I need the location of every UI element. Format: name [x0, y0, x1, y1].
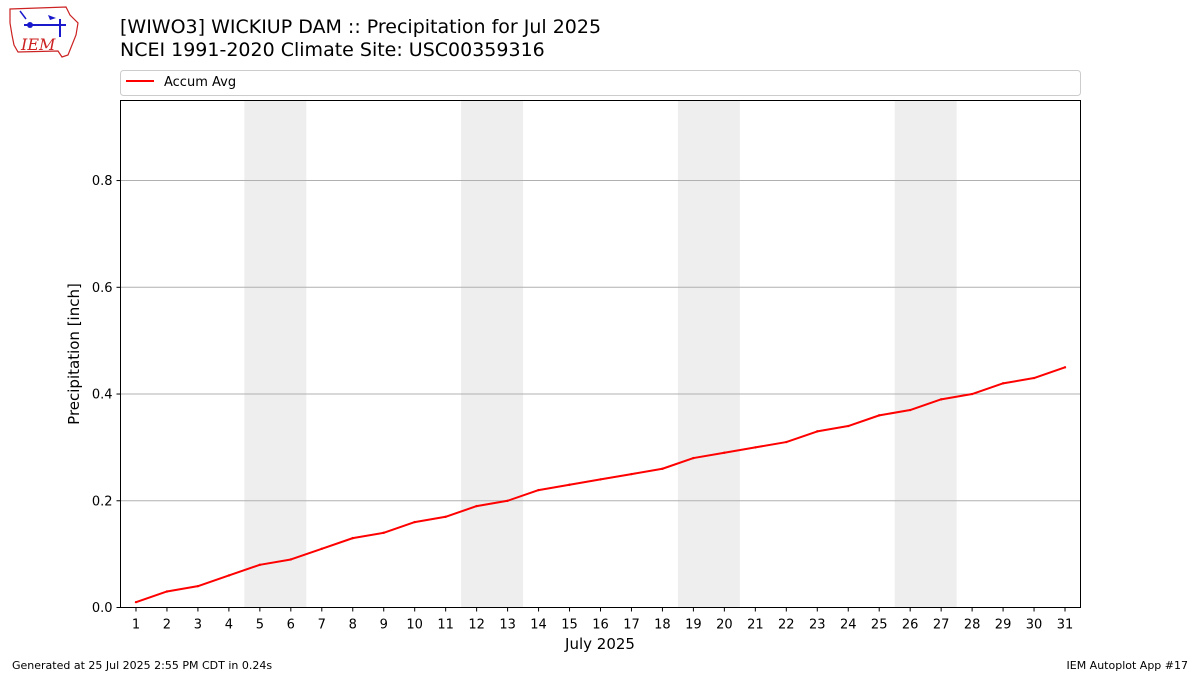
- data-point: [816, 430, 819, 433]
- data-point: [1001, 382, 1005, 385]
- data-point: [723, 451, 726, 454]
- data-point: [1032, 376, 1036, 380]
- legend: Accum Avg: [120, 70, 1081, 96]
- x-tick-label: 18: [654, 618, 671, 633]
- data-point: [939, 398, 943, 401]
- data-point: [537, 488, 540, 492]
- data-point: [630, 472, 633, 476]
- x-tick-label: 1: [132, 618, 140, 633]
- x-tick-label: 5: [256, 618, 264, 633]
- x-axis-label: July 2025: [564, 635, 635, 653]
- data-point: [568, 483, 571, 486]
- data-point: [258, 563, 262, 567]
- x-tick-label: 26: [902, 618, 919, 633]
- data-point: [196, 584, 200, 588]
- data-point: [878, 414, 881, 417]
- x-tick-label: 28: [964, 618, 981, 633]
- title-line-2: NCEI 1991-2020 Climate Site: USC00359316: [120, 39, 545, 61]
- data-point: [506, 499, 509, 502]
- x-tick-label: 30: [1026, 618, 1043, 633]
- data-point: [413, 520, 416, 524]
- x-tick-label: 7: [318, 618, 326, 633]
- x-tick-label: 10: [406, 618, 423, 633]
- data-point: [661, 467, 664, 470]
- y-tick-label: 0.6: [92, 281, 113, 296]
- y-tick-label: 0.0: [92, 601, 113, 616]
- x-axis-ticks: 1 2 3 4 5 6 7 8 9 10 11 12 13 14 15 16 17 18 19 20 21 22 23 24 2…: [132, 607, 1074, 633]
- grid-lines: [120, 180, 1081, 502]
- x-tick-label: 14: [530, 618, 547, 633]
- x-tick-label: 24: [840, 618, 857, 633]
- x-tick-label: 27: [933, 618, 950, 633]
- data-point: [785, 440, 788, 444]
- data-point: [475, 504, 478, 508]
- x-tick-label: 15: [561, 618, 578, 633]
- x-tick-label: 3: [194, 618, 202, 633]
- data-point: [847, 424, 850, 428]
- y-tick-label: 0.8: [92, 174, 113, 189]
- weekend-band-3: [677, 100, 740, 608]
- data-point: [320, 547, 323, 550]
- data-point: [692, 456, 695, 460]
- x-tick-label: 8: [349, 618, 357, 633]
- y-tick-label: 0.2: [92, 494, 113, 509]
- data-point: [382, 531, 385, 534]
- x-tick-label: 31: [1057, 618, 1074, 633]
- data-point: [165, 590, 169, 593]
- generated-timestamp: Generated at 25 Jul 2025 2:55 PM CDT in …: [12, 659, 273, 672]
- x-tick-label: 13: [499, 618, 516, 633]
- x-tick-label: 22: [778, 618, 795, 633]
- data-point: [444, 515, 447, 518]
- x-tick-label: 16: [592, 618, 609, 633]
- app-id: IEM Autoplot App #17: [1066, 659, 1189, 672]
- y-tick-label: 0.4: [92, 388, 113, 403]
- iem-logo: IEM: [8, 5, 82, 63]
- x-tick-label: 9: [380, 618, 388, 633]
- weekend-band-1: [244, 100, 307, 608]
- logo-text: IEM: [20, 35, 56, 54]
- data-point: [351, 536, 354, 540]
- weekend-band-2: [461, 100, 524, 608]
- data-point: [134, 600, 138, 604]
- x-tick-label: 12: [468, 618, 485, 633]
- chart-title: [WIWO3] WICKIUP DAM :: Precipitation for…: [120, 16, 601, 62]
- y-axis-label: Precipitation [inch]: [65, 283, 83, 425]
- title-line-1: [WIWO3] WICKIUP DAM :: Precipitation for…: [120, 16, 602, 38]
- x-tick-label: 21: [747, 618, 764, 633]
- data-point: [754, 446, 757, 449]
- data-point: [908, 408, 912, 412]
- x-tick-label: 25: [871, 618, 888, 633]
- y-axis-ticks: 0.0 0.2 0.4 0.6 0.8: [92, 174, 121, 616]
- x-tick-label: 29: [995, 618, 1012, 633]
- weekend-shading: [244, 100, 957, 608]
- series-lines: [134, 366, 1067, 604]
- data-point: [1063, 366, 1067, 369]
- x-tick-label: 6: [287, 618, 295, 633]
- data-point: [599, 478, 602, 481]
- x-tick-label: 4: [225, 618, 233, 633]
- data-point: [970, 392, 974, 396]
- x-tick-label: 17: [623, 618, 640, 633]
- legend-label: Accum Avg: [164, 75, 236, 90]
- data-point: [289, 558, 293, 561]
- x-tick-label: 19: [685, 618, 702, 633]
- legend-frame: [120, 70, 1081, 96]
- x-tick-label: 11: [437, 618, 454, 633]
- x-tick-label: 23: [809, 618, 826, 633]
- x-tick-label: 2: [163, 618, 171, 633]
- weekend-band-4: [894, 100, 957, 608]
- data-point: [227, 574, 231, 577]
- x-tick-label: 20: [716, 618, 733, 633]
